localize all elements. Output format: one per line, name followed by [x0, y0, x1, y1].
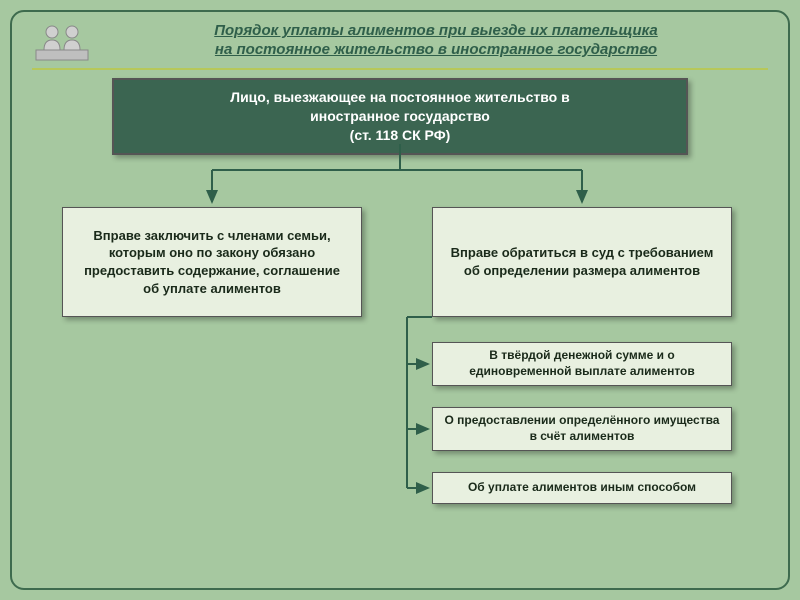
header: Порядок уплаты алиментов при выезде их п… [32, 18, 768, 64]
option-court-text: Вправе обратиться в суд с требованием об… [445, 244, 719, 279]
option-court: Вправе обратиться в суд с требованием об… [432, 207, 732, 317]
sub-option-other: Об уплате алиментов иным способом [432, 472, 732, 504]
option-agreement-text: Вправе заключить с членами семьи, которы… [75, 227, 349, 297]
page-title: Порядок уплаты алиментов при выезде их п… [104, 22, 768, 60]
main-line3: (ст. 118 СК РФ) [350, 127, 451, 143]
slide: Порядок уплаты алиментов при выезде их п… [0, 0, 800, 600]
sub-option-money-text: В твёрдой денежной сумме и о единовремен… [443, 348, 721, 379]
sub-option-property-text: О предоставлении определённого имущества… [443, 413, 721, 444]
divider [32, 68, 768, 70]
title-line2: на постоянное жительство в иностранное г… [215, 41, 657, 58]
main-line2: иностранное государство [310, 108, 490, 124]
main-node: Лицо, выезжающее на постоянное жительств… [112, 78, 688, 155]
main-line1: Лицо, выезжающее на постоянное жительств… [230, 89, 569, 105]
sub-option-other-text: Об уплате алиментов иным способом [468, 480, 696, 496]
sub-option-property: О предоставлении определённого имущества… [432, 407, 732, 451]
option-agreement: Вправе заключить с членами семьи, которы… [62, 207, 362, 317]
frame: Порядок уплаты алиментов при выезде их п… [10, 10, 790, 590]
title-line1: Порядок уплаты алиментов при выезде их п… [214, 22, 658, 39]
sub-option-money: В твёрдой денежной сумме и о единовремен… [432, 342, 732, 386]
meeting-icon [32, 18, 92, 64]
